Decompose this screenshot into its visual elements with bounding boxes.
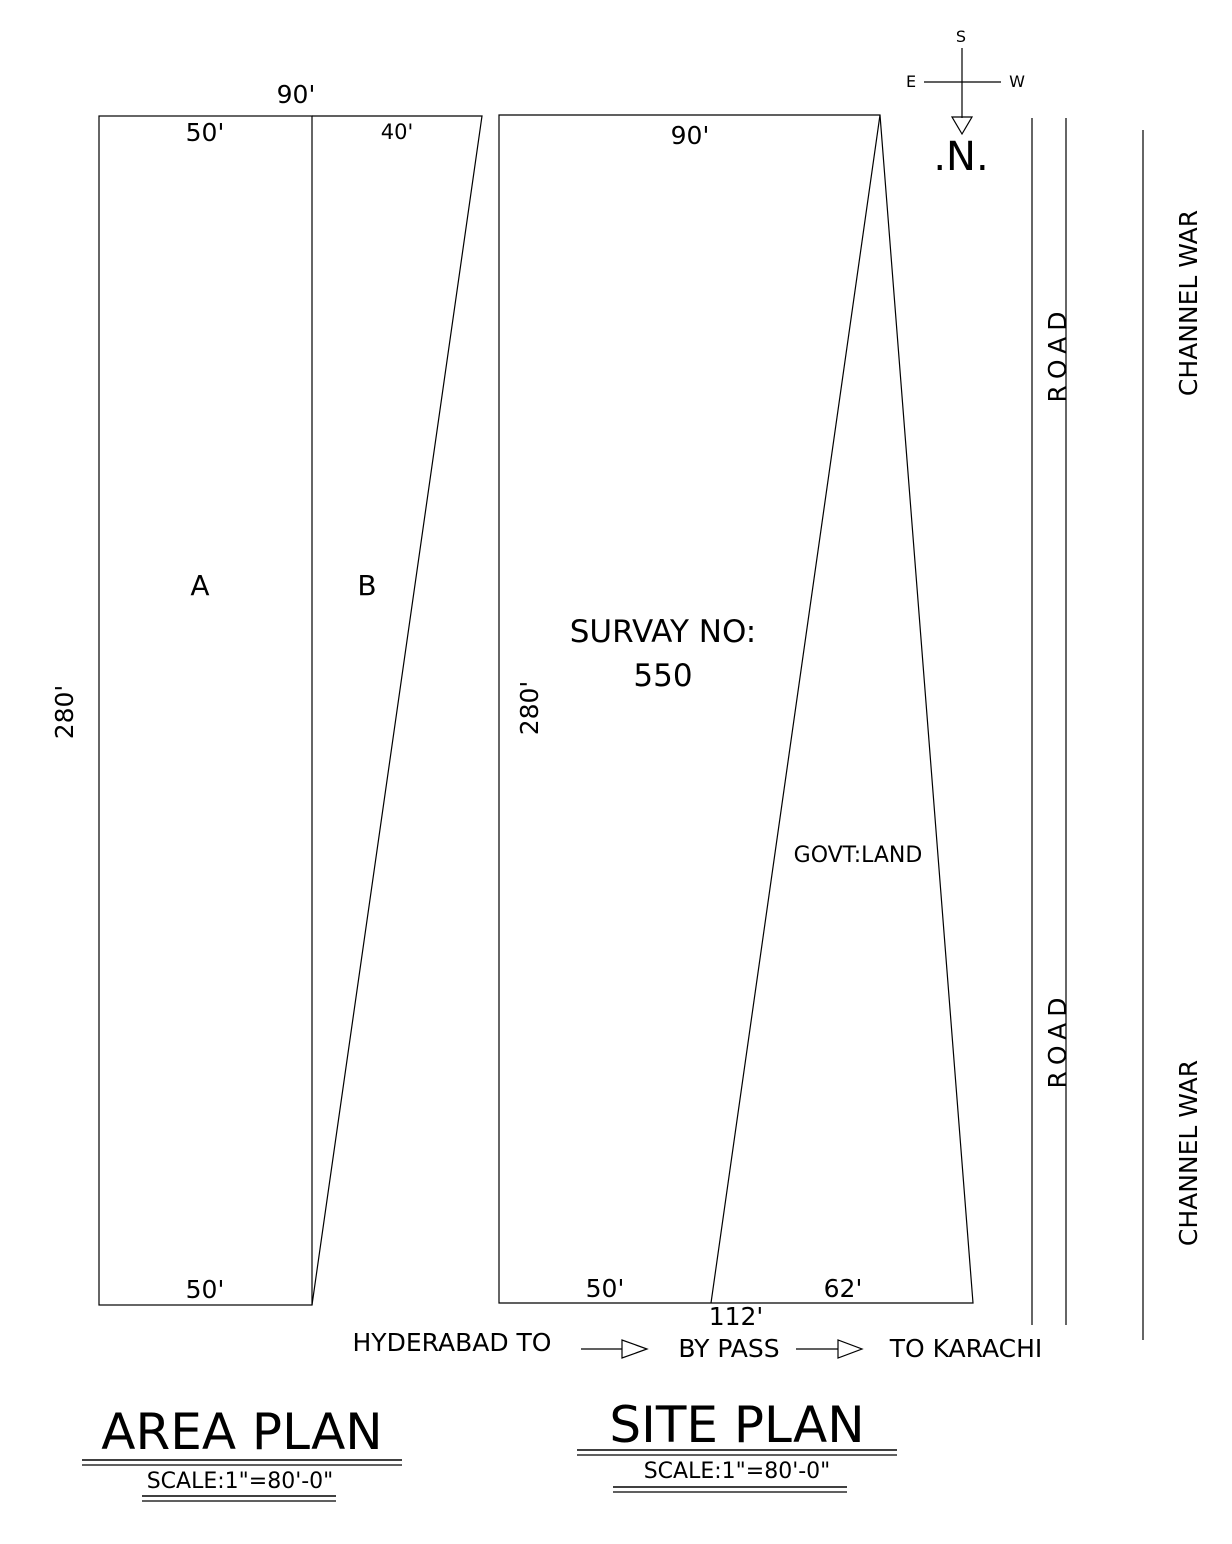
road-label-lower: ROAD <box>1043 992 1072 1089</box>
site-outline <box>498 114 974 1304</box>
area-top-total-dim: 90' <box>277 80 316 109</box>
site-plan-title: SITE PLAN <box>609 1396 864 1454</box>
area-top-a-dim: 50' <box>186 118 225 147</box>
govt-land-boundary <box>710 114 881 1304</box>
site-bottom-left-dim: 50' <box>586 1274 625 1303</box>
area-plan-title: AREA PLAN <box>101 1403 382 1461</box>
route-via: BY PASS <box>678 1334 779 1363</box>
site-bottom-right-dim: 62' <box>824 1274 863 1303</box>
road-and-channel: ROAD ROAD CHANNEL WAR CHANNEL WAR <box>1031 118 1203 1340</box>
govt-land-label: GOVT:LAND <box>794 843 923 868</box>
route-arrow-1-icon <box>621 1339 649 1359</box>
plot-b-outline <box>311 115 483 1306</box>
compass-w: W <box>1009 72 1025 91</box>
site-left-side-dim: 280' <box>515 681 544 736</box>
site-bottom-total-dim: 112' <box>709 1302 764 1331</box>
route-arrow-2-icon <box>837 1339 864 1359</box>
survey-number-value: 550 <box>633 658 692 694</box>
channel-label-lower: CHANNEL WAR <box>1174 1060 1203 1246</box>
area-top-b-dim: 40' <box>381 120 414 144</box>
plot-a-outline <box>98 115 313 1306</box>
compass-e: E <box>906 72 916 91</box>
north-arrow-icon <box>950 116 974 136</box>
site-plan: 90' 280' SURVAY NO: 550 GOVT:LAND 50' 62… <box>498 114 974 1493</box>
channel-label-upper: CHANNEL WAR <box>1174 210 1203 396</box>
area-bottom-a-dim: 50' <box>186 1275 225 1304</box>
road-label-upper: ROAD <box>1043 306 1072 403</box>
route-to: TO KARACHI <box>889 1334 1043 1363</box>
plot-b-label: B <box>357 569 376 602</box>
area-left-side-dim: 280' <box>50 685 79 740</box>
route-from: HYDERABAD TO <box>353 1328 552 1357</box>
area-plan-scale: SCALE:1"=80'-0" <box>147 1469 334 1494</box>
survey-number-label: SURVAY NO: <box>570 614 757 650</box>
area-plan: 90' 50' 40' 280' 50' A B AREA PLAN SCALE… <box>50 80 483 1502</box>
site-plan-scale: SCALE:1"=80'-0" <box>644 1459 831 1484</box>
compass-s: S <box>956 27 966 46</box>
compass: S E W .N. <box>906 27 1025 180</box>
route: HYDERABAD TO BY PASS TO KARACHI <box>353 1328 1043 1363</box>
compass-north: .N. <box>933 134 988 180</box>
plot-a-label: A <box>190 569 209 602</box>
site-top-dim: 90' <box>671 121 710 150</box>
